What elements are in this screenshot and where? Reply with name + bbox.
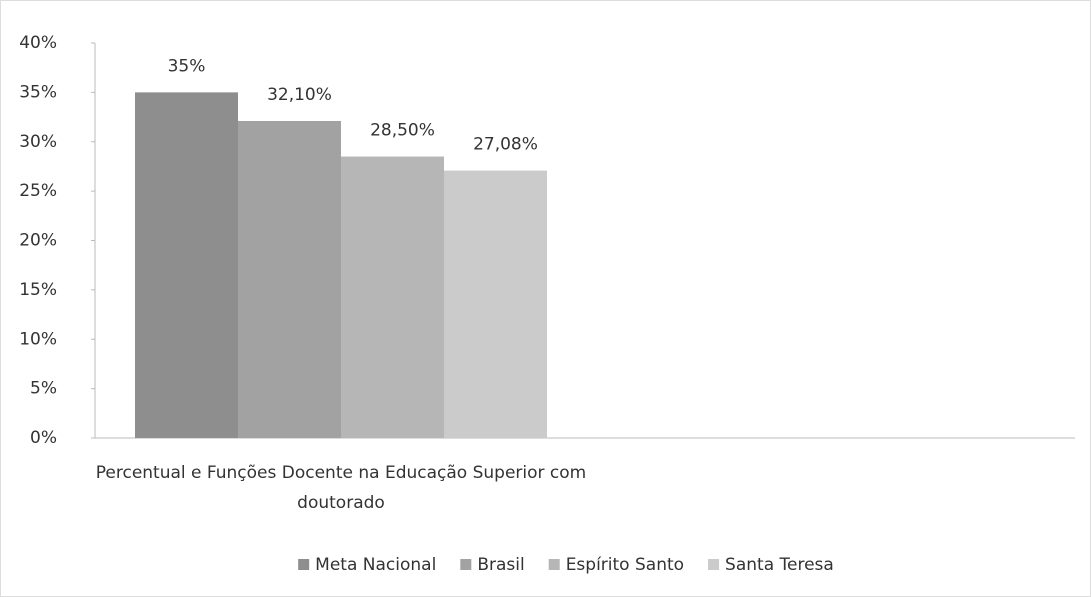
y-tick-label: 5% xyxy=(30,379,57,399)
y-tick-label: 0% xyxy=(30,428,57,448)
y-tick-label: 40% xyxy=(19,33,57,53)
legend-label: Meta Nacional xyxy=(315,555,436,575)
legend-label: Brasil xyxy=(477,555,524,575)
bar xyxy=(341,156,444,438)
x-tick-label: Percentual e Funções Docente na Educação… xyxy=(95,463,587,513)
data-label: 32,10% xyxy=(267,85,332,105)
data-label: 28,50% xyxy=(370,121,435,141)
y-tick-label: 10% xyxy=(19,329,57,349)
y-tick-label: 15% xyxy=(19,280,57,300)
bar xyxy=(238,121,341,438)
y-tick-label: 25% xyxy=(19,181,57,201)
legend-swatch xyxy=(298,559,310,570)
legend-swatch xyxy=(460,559,472,570)
legend-swatch xyxy=(708,559,720,570)
legend-swatch xyxy=(548,559,560,570)
legend-label: Santa Teresa xyxy=(725,555,834,575)
data-label: 35% xyxy=(168,56,206,76)
y-tick-label: 35% xyxy=(19,82,57,102)
data-label: 27,08% xyxy=(473,135,538,155)
legend-label: Espírito Santo xyxy=(566,555,684,575)
y-tick-label: 20% xyxy=(19,231,57,251)
bar xyxy=(444,170,547,438)
y-tick-label: 30% xyxy=(19,132,57,152)
bar xyxy=(135,92,238,438)
